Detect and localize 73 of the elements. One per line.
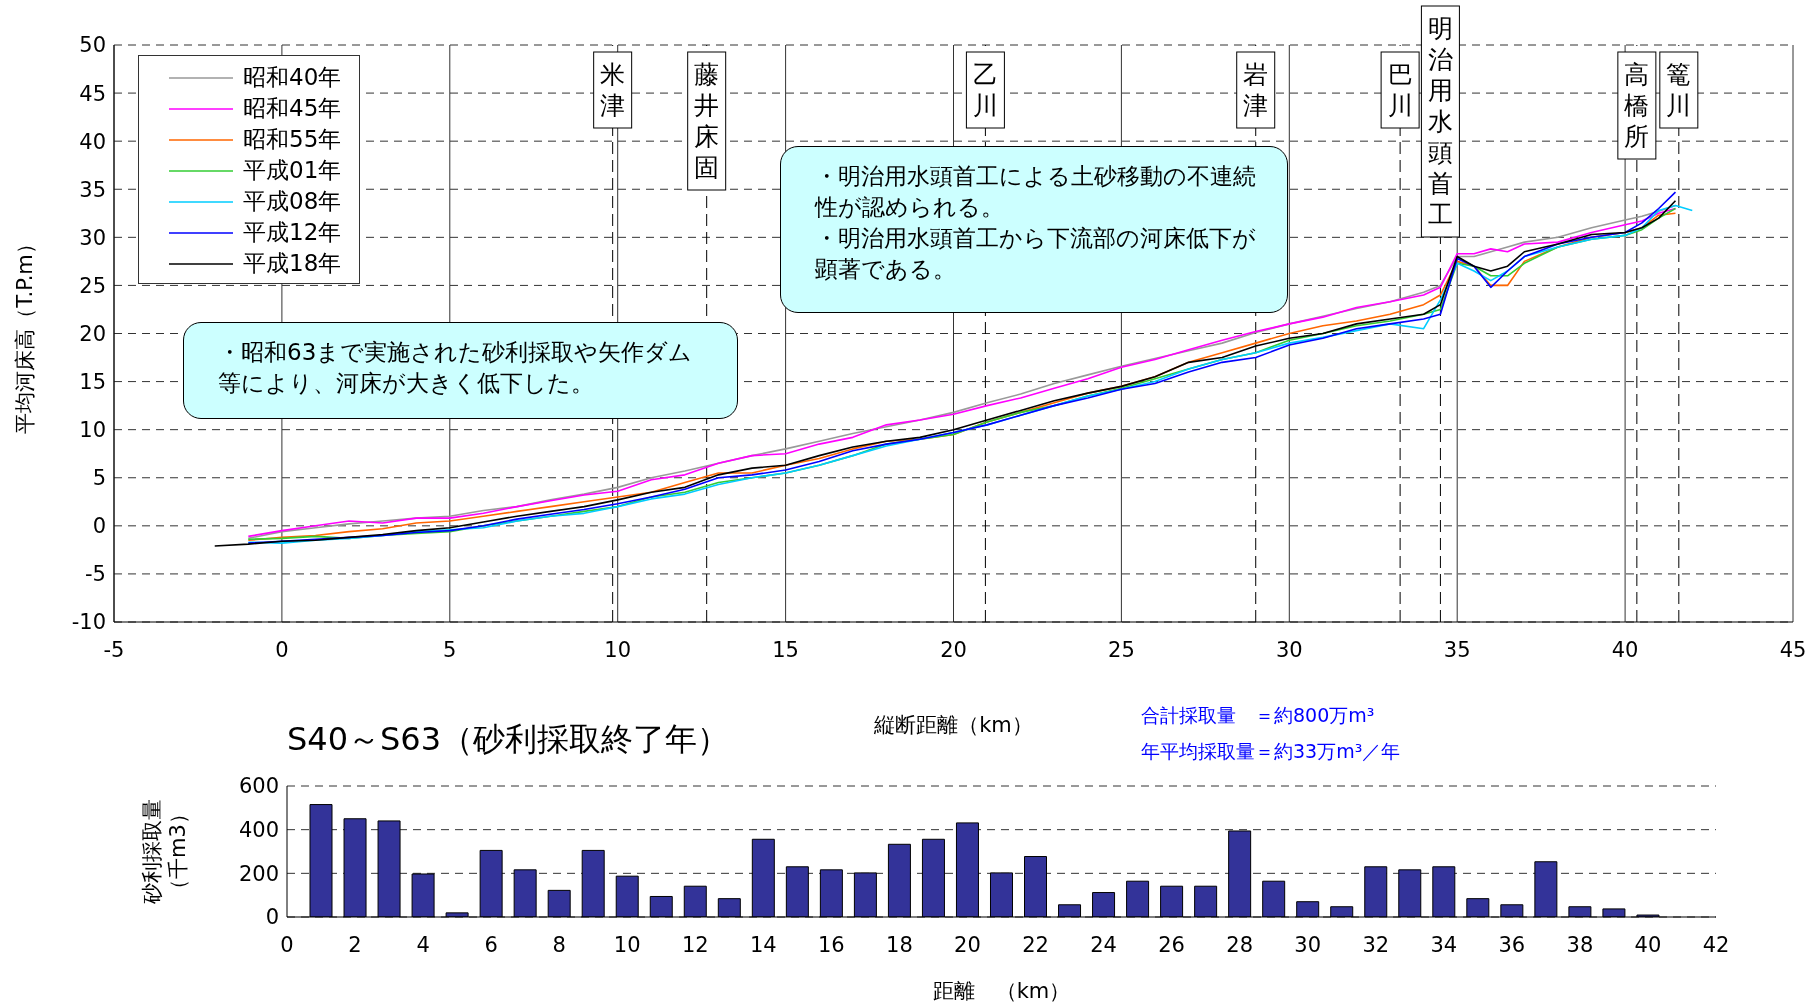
text: 合計採取量 ＝約800万m³ bbox=[1141, 703, 1376, 728]
text: 年平均採取量＝約33万m³／年 bbox=[1141, 739, 1402, 764]
ref-line-label: 明治用水頭首工 bbox=[1427, 14, 1453, 229]
x-tick-label: 24 bbox=[1090, 932, 1117, 957]
y-tick-label: 200 bbox=[238, 861, 279, 886]
y-tick-label: -5 bbox=[85, 562, 106, 587]
y-tick-label: 45 bbox=[79, 81, 106, 106]
y-tick-label: 40 bbox=[79, 129, 106, 154]
x-tick-label: 30 bbox=[1294, 932, 1322, 957]
ref-line-label: 篭川 bbox=[1666, 60, 1692, 120]
callout-box: ・明治用水頭首工による土砂移動の不連続性が認められる。・明治用水頭首工から下流部の河床低下が顕著である。 bbox=[780, 146, 1288, 313]
x-tick-label: 10 bbox=[613, 932, 641, 957]
y-axis-title: 砂利採取量（千m3） bbox=[140, 799, 190, 905]
legend-label: 昭和45年 bbox=[243, 94, 342, 123]
x-tick-label: 12 bbox=[681, 932, 709, 957]
x-tick-label: 25 bbox=[1108, 637, 1135, 662]
ref-line-label: 高橋所 bbox=[1624, 60, 1650, 151]
x-tick-label: 4 bbox=[416, 932, 430, 957]
x-tick-label: 10 bbox=[604, 637, 632, 662]
x-tick-label: 18 bbox=[886, 932, 913, 957]
y-tick-label: 35 bbox=[79, 177, 106, 202]
legend-label: 昭和40年 bbox=[243, 63, 342, 92]
callout-box: ・昭和63まで実施された砂利採取や矢作ダム等により、河床が大きく低下した。 bbox=[183, 322, 738, 419]
x-tick-label: 40 bbox=[1611, 637, 1639, 662]
y-tick-label: 600 bbox=[238, 774, 279, 799]
x-tick-label: 14 bbox=[749, 932, 777, 957]
y-tick-label: 30 bbox=[79, 225, 106, 250]
x-tick-label: 42 bbox=[1702, 932, 1730, 957]
x-axis-title: 距離 （km） bbox=[932, 979, 1071, 1003]
x-tick-label: 5 bbox=[443, 637, 457, 662]
legend-label: 平成01年 bbox=[243, 156, 342, 185]
y-tick-label: -10 bbox=[71, 610, 106, 635]
ref-line-label: 藤井床固 bbox=[694, 60, 720, 182]
legend-label: 昭和55年 bbox=[243, 125, 342, 154]
legend-label: 平成12年 bbox=[243, 218, 342, 247]
y-tick-label: 5 bbox=[92, 466, 106, 491]
x-tick-label: 20 bbox=[954, 932, 981, 957]
x-tick-label: 16 bbox=[818, 932, 845, 957]
chart-title: S40～S63（砂利採取終了年） bbox=[287, 719, 730, 760]
y-tick-label: 0 bbox=[265, 905, 279, 930]
x-tick-label: 36 bbox=[1498, 932, 1526, 957]
x-tick-label: 28 bbox=[1226, 932, 1254, 957]
ref-line-label: 米津 bbox=[600, 60, 626, 120]
x-tick-label: 6 bbox=[484, 932, 498, 957]
x-tick-label: 20 bbox=[940, 637, 967, 662]
x-tick-label: 22 bbox=[1022, 932, 1049, 957]
legend-label: 平成08年 bbox=[243, 187, 342, 216]
legend-label: 平成18年 bbox=[243, 249, 342, 278]
x-tick-label: 38 bbox=[1566, 932, 1594, 957]
y-tick-label: 10 bbox=[79, 418, 106, 443]
ref-line-label: 岩津 bbox=[1243, 60, 1269, 120]
annotation: ・明治用水頭首工による土砂移動の不連続性が認められる。・明治用水頭首工から下流部の河床低下が顕著である。 bbox=[815, 162, 1257, 284]
x-tick-label: 34 bbox=[1430, 932, 1458, 957]
x-tick-label: 26 bbox=[1158, 932, 1185, 957]
annotation: ・昭和63まで実施された砂利採取や矢作ダム等により、河床が大きく低下した。 bbox=[218, 338, 694, 398]
y-tick-label: 25 bbox=[79, 273, 106, 298]
ref-line-label: 乙川 bbox=[972, 60, 998, 120]
x-tick-label: 30 bbox=[1275, 637, 1303, 662]
x-axis-title: 縦断距離（km） bbox=[873, 713, 1033, 737]
x-tick-label: 2 bbox=[348, 932, 362, 957]
x-tick-label: 8 bbox=[552, 932, 566, 957]
y-axis-title: 平均河床高（T.P.m） bbox=[13, 233, 37, 434]
x-tick-label: 35 bbox=[1443, 637, 1471, 662]
y-tick-label: 0 bbox=[92, 514, 106, 539]
ref-line-label: 巴川 bbox=[1387, 60, 1413, 120]
x-tick-label: 40 bbox=[1634, 932, 1662, 957]
y-tick-label: 15 bbox=[79, 370, 106, 395]
x-tick-label: 15 bbox=[772, 637, 799, 662]
y-tick-label: 20 bbox=[79, 321, 106, 346]
y-tick-label: 400 bbox=[238, 818, 279, 843]
x-tick-label: 45 bbox=[1779, 637, 1807, 662]
x-tick-label: 32 bbox=[1362, 932, 1390, 957]
y-tick-label: 50 bbox=[79, 33, 106, 58]
